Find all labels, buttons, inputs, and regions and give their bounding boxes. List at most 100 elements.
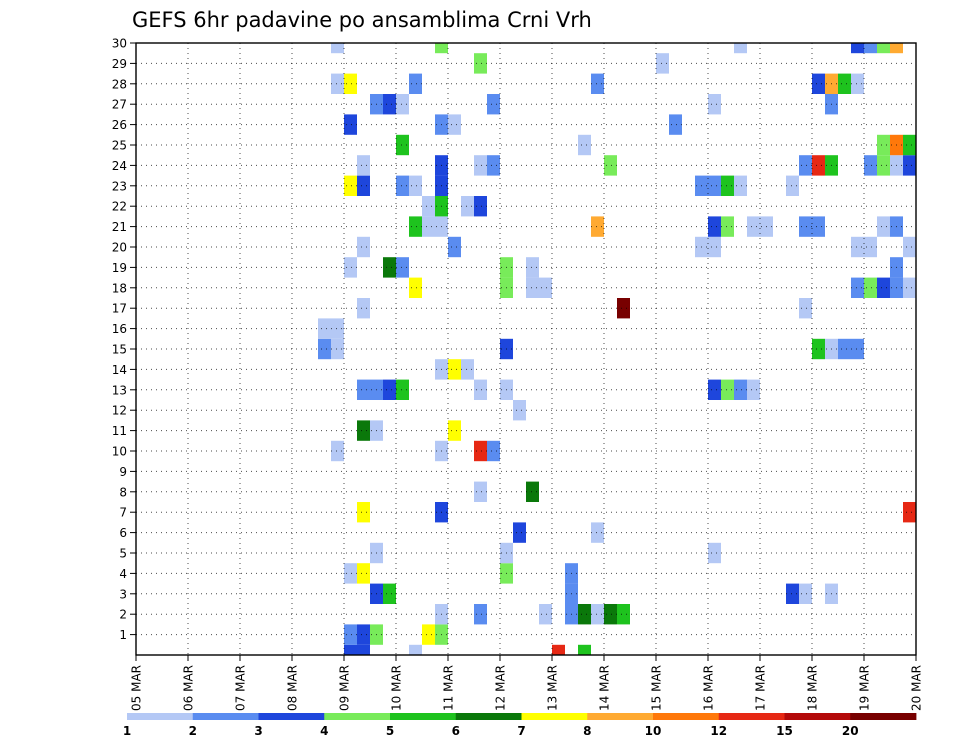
x-tick-label: 08 MAR [286, 665, 300, 711]
heatmap-cell [812, 155, 825, 176]
legend-label: 20 [842, 724, 859, 738]
heatmap-cell [591, 522, 604, 543]
y-tick-label: 20 [112, 241, 127, 255]
heatmap-cell [526, 481, 539, 502]
heatmap-cell [344, 644, 357, 655]
y-tick-label: 15 [112, 343, 127, 357]
heatmap-cell [448, 236, 461, 258]
legend-label: 12 [710, 724, 727, 738]
heatmap-cell [734, 175, 747, 196]
heatmap-cell [331, 318, 344, 339]
x-tick-label: 07 MAR [234, 665, 248, 711]
heatmap-cell [890, 43, 903, 54]
x-tick-label: 13 MAR [546, 665, 560, 711]
heatmap-cell [435, 43, 448, 54]
heatmap-cell [474, 196, 487, 217]
heatmap-cell [422, 216, 435, 237]
y-tick-label: 2 [119, 608, 127, 622]
heatmap-cell [812, 216, 825, 237]
heatmap-cell [448, 359, 461, 380]
heatmap-cell [513, 400, 526, 421]
x-tick-label: 18 MAR [806, 665, 820, 711]
y-tick-label: 28 [112, 77, 127, 91]
heatmap-cell [539, 604, 552, 625]
heatmap-cell [708, 542, 721, 564]
heatmap-cell [656, 53, 669, 74]
legend-label: 7 [517, 724, 525, 738]
heatmap-cell [396, 134, 409, 156]
heatmap-cell [786, 175, 799, 196]
heatmap-cell [903, 134, 916, 156]
legend-swatch [850, 713, 917, 720]
x-tick-label: 19 MAR [858, 665, 872, 711]
x-tick-label: 15 MAR [650, 665, 664, 711]
heatmap-cell [331, 338, 344, 360]
heatmap-cell [383, 257, 396, 278]
y-tick-label: 21 [112, 220, 127, 234]
heatmap-cell [721, 175, 734, 196]
y-tick-label: 19 [112, 261, 127, 275]
heatmap-cell [383, 379, 396, 400]
heatmap-cell [864, 277, 877, 298]
y-tick-label: 11 [112, 424, 127, 438]
heatmap-cell [357, 420, 370, 441]
color-scale-legend: 1 2 3 4 5 6 7 8 10 12 15 20 [123, 713, 917, 738]
legend-swatch [784, 713, 851, 720]
y-tick-label: 4 [119, 567, 127, 581]
heatmap-cell [474, 155, 487, 176]
heatmap-cell [409, 216, 422, 237]
x-tick-label: 16 MAR [702, 665, 716, 711]
heatmap-cell [409, 277, 422, 298]
heatmap-cell [357, 624, 370, 645]
heatmap-cell [903, 277, 916, 298]
dotted-grid [136, 43, 916, 655]
y-tick-label: 3 [119, 587, 127, 601]
heatmap-cell [448, 114, 461, 135]
y-axis-tick-labels: 1234567891011121314151617181920212223242… [112, 37, 127, 643]
heatmap-cell [799, 298, 812, 319]
heatmap-cell [383, 583, 396, 604]
heatmap-cell [838, 73, 851, 94]
heatmap-cell [747, 216, 760, 237]
heatmap-cell [708, 216, 721, 237]
heatmap-cell [851, 43, 864, 54]
heatmap-cell [357, 175, 370, 196]
heatmap-cell [344, 257, 357, 278]
heatmap-cell [708, 379, 721, 400]
y-tick-label: 23 [112, 179, 127, 193]
x-tick-label: 11 MAR [442, 665, 456, 711]
heatmap-cell [357, 563, 370, 584]
heatmap-cell [591, 216, 604, 237]
heatmap-cell [422, 624, 435, 645]
chart-title: GEFS 6hr padavine po ansamblima Crni Vrh [132, 8, 592, 32]
heatmap-cell [474, 440, 487, 462]
heatmap-cell [487, 440, 500, 462]
legend-label: 10 [645, 724, 662, 738]
heatmap-cell [331, 43, 344, 54]
heatmap-cell [422, 196, 435, 217]
x-tick-label: 10 MAR [390, 665, 404, 711]
heatmap-cell [903, 236, 916, 258]
heatmap-cell [448, 420, 461, 441]
heatmap-cell [903, 502, 916, 523]
heatmap-cell [864, 155, 877, 176]
heatmap-cell [396, 175, 409, 196]
heatmap-cell [708, 94, 721, 115]
heatmap-cell [734, 379, 747, 400]
heatmap-cell [877, 277, 890, 298]
heatmap-cell [721, 216, 734, 237]
heatmap-cell [604, 604, 617, 625]
heatmap-cell [331, 73, 344, 94]
heatmap-cell [903, 155, 916, 176]
heatmap-cell [331, 440, 344, 462]
heatmap-cells [318, 43, 916, 655]
heatmap-cell [357, 644, 370, 655]
heatmap-cell [591, 604, 604, 625]
legend-label: 4 [320, 724, 328, 738]
y-tick-label: 24 [112, 159, 127, 173]
heatmap-cell [474, 604, 487, 625]
heatmap-cell [396, 94, 409, 115]
legend-swatch [390, 713, 457, 720]
legend-swatch [455, 713, 522, 720]
